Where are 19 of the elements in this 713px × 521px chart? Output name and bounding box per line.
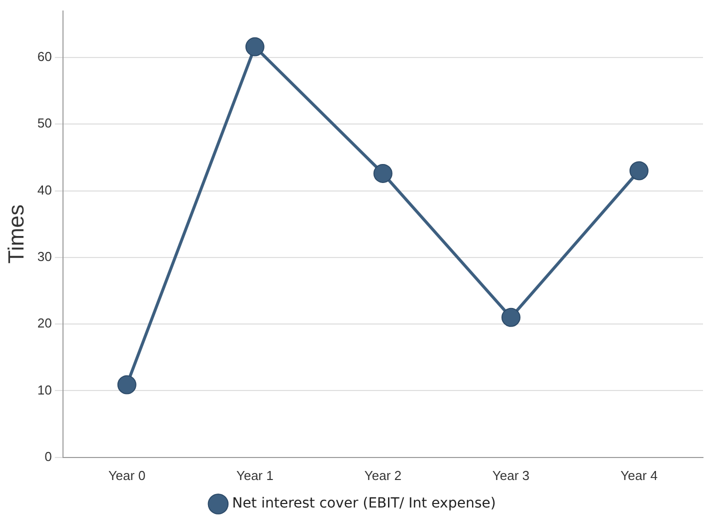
point <box>629 161 648 180</box>
y-tick-label: 0 <box>44 448 52 464</box>
point <box>501 308 520 327</box>
y-tick-label: 20 <box>37 316 52 331</box>
y-axis-title: Times <box>3 204 28 264</box>
y-tick-label: 30 <box>37 249 52 264</box>
legend-label: Net interest cover (EBIT/ Int expense) <box>232 496 496 512</box>
x-tick-label: Year 1 <box>236 468 274 483</box>
x-tick-label: Year 3 <box>492 468 530 483</box>
y-tick-label: 10 <box>37 382 52 398</box>
point <box>245 37 264 56</box>
point <box>117 375 136 394</box>
x-tick-label: Year 0 <box>108 468 146 483</box>
y-tick-label: 60 <box>37 49 52 64</box>
point <box>373 164 392 183</box>
y-tick-label: 40 <box>37 182 52 198</box>
x-tick-label: Year 4 <box>620 468 658 483</box>
x-tick-label: Year 2 <box>364 468 402 483</box>
y-tick-label: 50 <box>37 116 52 131</box>
